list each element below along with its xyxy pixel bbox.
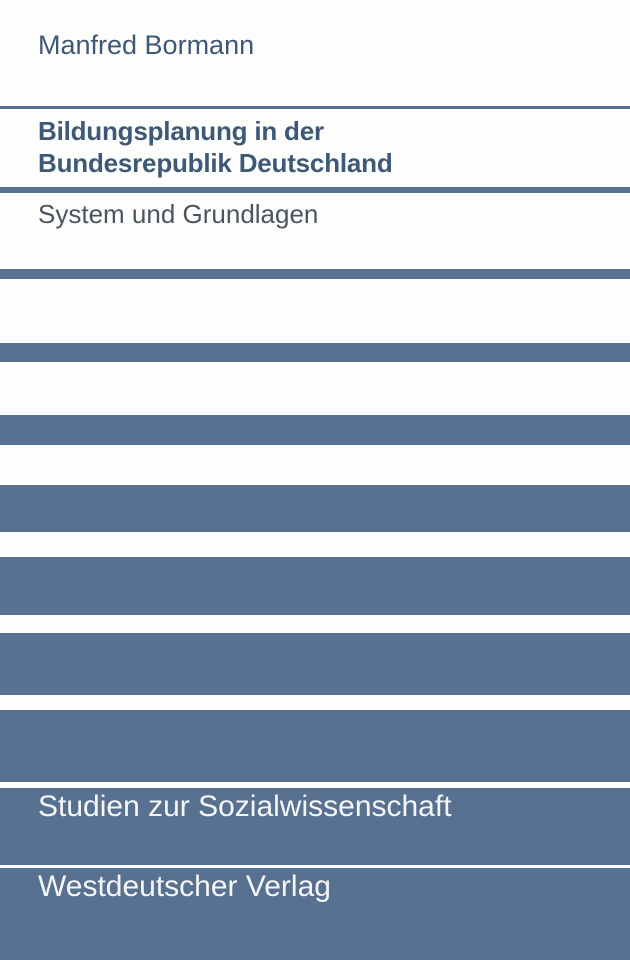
stripe-1 (0, 269, 630, 279)
rule-under-title (0, 187, 630, 193)
stripe-4 (0, 485, 630, 532)
series-name: Studien zur Sozialwissenschaft (38, 790, 452, 823)
publisher-name: Westdeutscher Verlag (38, 870, 331, 903)
book-title-line-2: Bundesrepublik Deutschland (38, 148, 393, 178)
stripe-7 (0, 710, 630, 782)
book-title-line-1: Bildungsplanung in der (38, 116, 324, 146)
author-name: Manfred Bormann (38, 30, 255, 60)
stripe-5 (0, 557, 630, 615)
book-subtitle: System und Grundlagen (38, 199, 319, 229)
stripe-3 (0, 415, 630, 445)
stripe-6 (0, 633, 630, 695)
rule-top (0, 106, 630, 109)
publisher-band (0, 868, 630, 960)
stripe-2 (0, 343, 630, 362)
series-band (0, 788, 630, 865)
